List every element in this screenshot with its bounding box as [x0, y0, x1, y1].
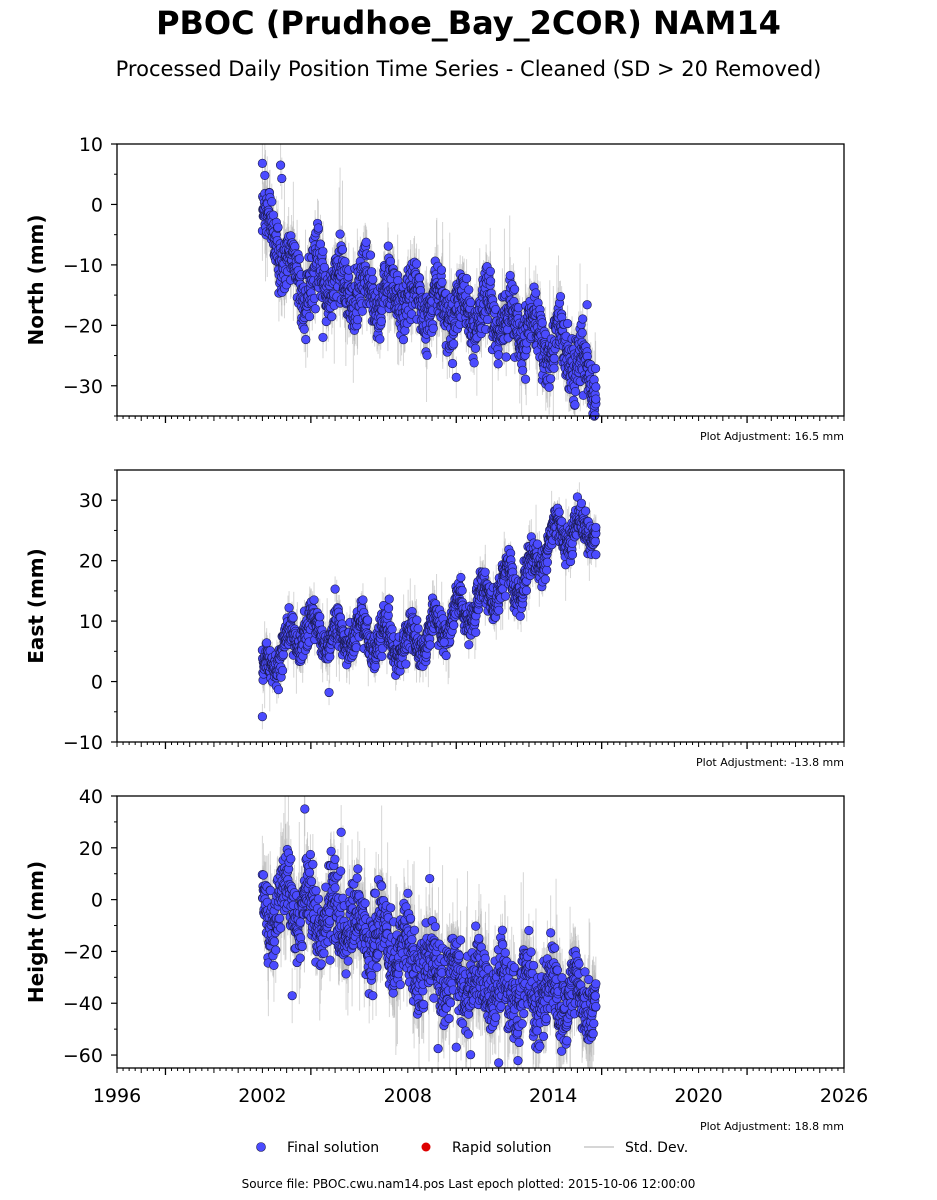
east-point-138	[288, 613, 298, 623]
north-point-1062	[493, 350, 504, 360]
north-point-1096	[501, 352, 511, 362]
chart-title: PBOC (Prudhoe_Bay_2COR) NAM14	[0, 4, 937, 42]
north-point-1405	[570, 400, 580, 410]
north-point-808	[437, 277, 447, 287]
north-point-936	[465, 297, 476, 308]
north-point-167	[294, 254, 305, 264]
north-point-1501	[260, 170, 270, 181]
north-point-491	[367, 267, 377, 277]
north-ytick-label--20: −20	[63, 315, 103, 337]
north-point-312	[327, 312, 337, 322]
north-point-449	[357, 306, 367, 316]
north-point-535	[376, 316, 387, 327]
north-point-1504	[582, 300, 592, 310]
north-point-1508	[318, 332, 328, 343]
north-ytick-label--10: −10	[63, 255, 103, 277]
north-ytick-label-10: 10	[79, 134, 103, 156]
north-point-706	[414, 273, 425, 283]
north-point-1060	[493, 359, 503, 369]
east-point-120	[284, 603, 294, 613]
north-point-238	[310, 304, 320, 314]
north-point-1025	[485, 266, 495, 276]
north-point-805	[436, 265, 447, 275]
north-ytick-label-0: 0	[91, 194, 103, 216]
north-point-1296	[546, 374, 556, 384]
north-point-1438	[577, 328, 587, 338]
east-point-258	[315, 612, 325, 622]
north-point-952	[469, 358, 479, 368]
north-point-1505	[591, 382, 601, 392]
north-point-918	[461, 273, 472, 284]
north-point-1503	[277, 173, 287, 184]
north-point-1229	[531, 288, 541, 298]
north-point-70	[273, 222, 283, 232]
north-point-693	[411, 259, 422, 269]
north-point-1183	[520, 374, 531, 384]
north-point-1311	[549, 363, 559, 373]
north-point-1440	[578, 314, 588, 324]
north-point-252	[313, 223, 324, 233]
north-y-axis-label: North (mm)	[24, 214, 48, 345]
north-point-496	[368, 274, 378, 285]
north-data-points	[257, 158, 601, 421]
north-point-360	[337, 245, 348, 255]
north-point-1502	[275, 160, 286, 170]
north-point-279	[319, 262, 330, 273]
north-point-486	[365, 250, 376, 260]
east-point-94	[278, 650, 288, 660]
east-point-303	[325, 652, 335, 662]
north-point-634	[398, 335, 409, 345]
east-point-232	[309, 595, 319, 605]
north-point-528	[375, 334, 385, 344]
east-point-72	[273, 685, 283, 695]
chart-subtitle: Processed Daily Position Time Series - C…	[0, 57, 937, 81]
east-point-91	[277, 665, 288, 676]
north-point-1026	[485, 276, 496, 286]
north-point-1340	[555, 291, 566, 302]
north-plot-adjustment: Plot Adjustment: 16.5 mm	[700, 430, 844, 443]
north-point-1500	[257, 158, 268, 168]
north-point-1495	[590, 410, 600, 420]
north-point-860	[449, 339, 459, 349]
north-point-1258	[537, 318, 547, 328]
north-point-1170	[518, 365, 528, 375]
north-point-371	[340, 257, 350, 267]
north-point-768	[428, 323, 438, 333]
east-data-points	[257, 492, 601, 722]
north-point-1114	[505, 270, 515, 281]
north-point-1289	[544, 382, 554, 392]
north-point-740	[422, 350, 432, 360]
east-point-19	[262, 638, 272, 648]
north-point-1134	[510, 284, 520, 294]
north-point-42	[267, 197, 277, 207]
north-point-466	[361, 237, 371, 247]
north-point-1407	[570, 387, 581, 397]
north-point-928	[464, 285, 474, 295]
north-point-212	[304, 311, 315, 322]
north-point-1312	[549, 353, 559, 364]
north-point-1506	[591, 394, 601, 404]
north-point-566	[383, 241, 393, 251]
north-point-428	[352, 315, 363, 325]
north-ytick-label--30: −30	[63, 376, 103, 398]
north-point-272	[318, 246, 328, 257]
north-point-195	[301, 334, 311, 345]
north-point-188	[299, 324, 309, 334]
north-point-1372	[563, 318, 573, 329]
north-point-1498	[590, 363, 601, 374]
north-point-855	[447, 358, 458, 369]
north-point-1507	[451, 372, 461, 382]
panel-north: −30 −20 −10 0 10 North (mm) Plot Adjustment:…	[24, 134, 845, 443]
north-point-349	[335, 229, 345, 239]
north-point-958	[470, 343, 481, 353]
